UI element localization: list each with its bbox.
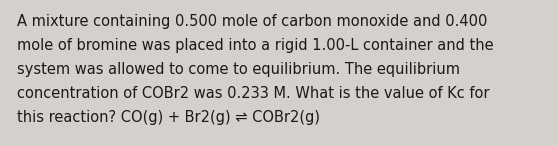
Text: A mixture containing 0.500 mole of carbon monoxide and 0.400: A mixture containing 0.500 mole of carbo… xyxy=(17,14,487,29)
Text: concentration of COBr2 was 0.233 M. What is the value of Kc for: concentration of COBr2 was 0.233 M. What… xyxy=(17,86,489,101)
Text: this reaction? CO(g) + Br2(g) ⇌ COBr2(g): this reaction? CO(g) + Br2(g) ⇌ COBr2(g) xyxy=(17,110,320,125)
Text: mole of bromine was placed into a rigid 1.00-L container and the: mole of bromine was placed into a rigid … xyxy=(17,38,493,53)
Text: system was allowed to come to equilibrium. The equilibrium: system was allowed to come to equilibriu… xyxy=(17,62,460,77)
